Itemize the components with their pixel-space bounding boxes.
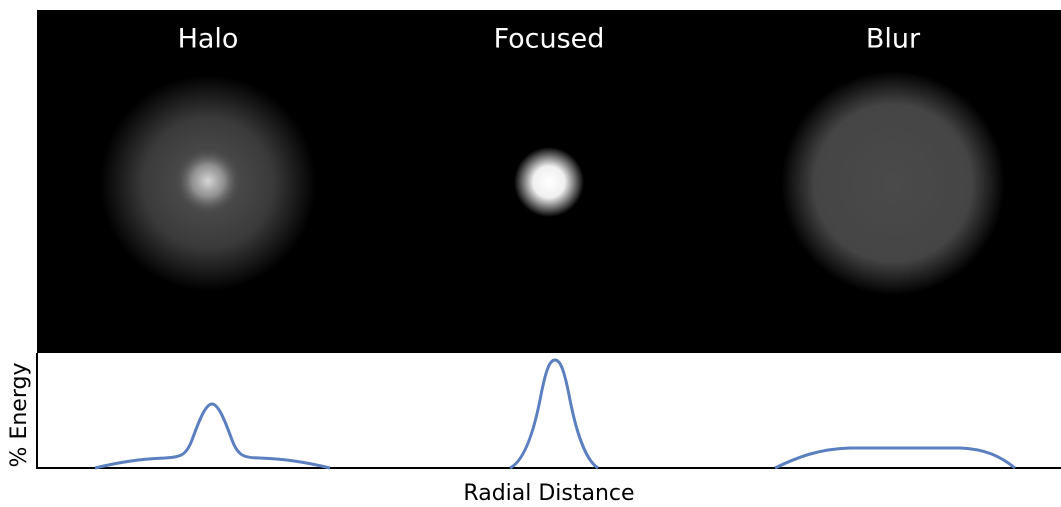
panel-label: Focused	[494, 24, 605, 55]
panel-label: Blur	[866, 24, 921, 55]
halo-spot	[176, 149, 240, 213]
blur-disk	[781, 71, 1005, 295]
focused-spot	[514, 147, 584, 217]
x-axis-label: Radial Distance	[463, 481, 634, 506]
blur-profile	[774, 446, 1016, 470]
profiles	[94, 358, 1016, 470]
y-axis-label: % Energy	[7, 363, 32, 468]
panel-label: Halo	[178, 24, 239, 55]
focused-profile	[509, 358, 599, 470]
halo-profile	[94, 402, 331, 470]
